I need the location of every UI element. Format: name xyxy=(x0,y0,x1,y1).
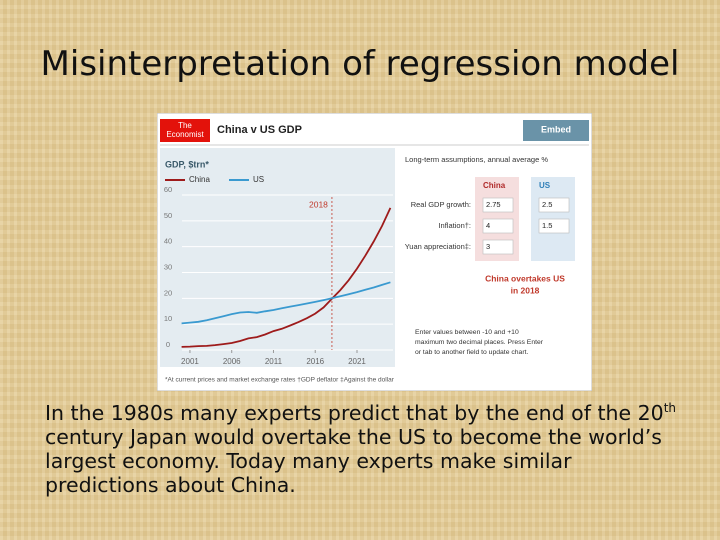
input-box xyxy=(538,197,570,213)
x-tick-label: 2016 xyxy=(306,357,324,366)
input-box xyxy=(538,218,570,234)
column-header: China xyxy=(483,181,506,190)
input-box xyxy=(482,218,514,234)
body-text: In the 1980s many experts predict that b… xyxy=(45,400,664,425)
slide-body: In the 1980s many experts predict that b… xyxy=(45,396,685,497)
logo: Economist xyxy=(166,130,204,139)
y-tick-label: 0 xyxy=(166,340,170,349)
series-line xyxy=(181,281,391,325)
input-box xyxy=(482,239,514,255)
x-tick-label: 2011 xyxy=(265,357,283,366)
slide-title: Misinterpretation of regression model xyxy=(40,44,680,84)
embed-button[interactable]: Embed xyxy=(541,124,571,134)
chart-title: China v US GDP xyxy=(217,124,302,136)
logo: The xyxy=(178,121,192,130)
input-value: 2.5 xyxy=(542,200,552,209)
footnote: *At current prices and market exchange r… xyxy=(165,377,395,384)
row-label: Real GDP growth: xyxy=(411,200,471,209)
legend-label: China xyxy=(189,175,210,184)
legend-label: US xyxy=(253,175,264,184)
result-text: in 2018 xyxy=(511,285,540,295)
note-text: or tab to another field to update chart. xyxy=(415,349,528,356)
y-tick-label: 30 xyxy=(164,262,172,271)
y-axis-label: GDP, $trn* xyxy=(165,159,209,169)
note-text: maximum two decimal places. Press Enter xyxy=(415,339,544,346)
input-value: 2.75 xyxy=(486,200,501,209)
x-tick-label: 2006 xyxy=(223,357,241,366)
body-superscript: th xyxy=(663,401,676,415)
y-tick-label: 40 xyxy=(164,237,172,246)
note-text: Enter values between -10 and +10 xyxy=(415,329,519,336)
annotation-label: 2018 xyxy=(309,199,328,209)
input-value: 4 xyxy=(486,221,490,230)
input-value: 3 xyxy=(486,242,490,251)
y-tick-label: 10 xyxy=(164,314,172,323)
assumptions-title: Long-term assumptions, annual average % xyxy=(405,155,548,164)
y-tick-label: 60 xyxy=(164,185,172,194)
series-line xyxy=(181,207,392,348)
x-tick-label: 2021 xyxy=(348,357,366,366)
input-value: 1.5 xyxy=(542,221,552,230)
body-text: century Japan would overtake the US to b… xyxy=(45,424,662,497)
row-label: Inflation†: xyxy=(438,221,471,230)
row-label: Yuan appreciation‡: xyxy=(405,242,471,251)
y-tick-label: 50 xyxy=(164,211,172,220)
y-tick-label: 20 xyxy=(164,288,172,297)
input-box xyxy=(482,197,514,213)
column-header: US xyxy=(539,181,551,190)
result-text: China overtakes US xyxy=(485,273,565,283)
x-tick-label: 2001 xyxy=(181,357,199,366)
